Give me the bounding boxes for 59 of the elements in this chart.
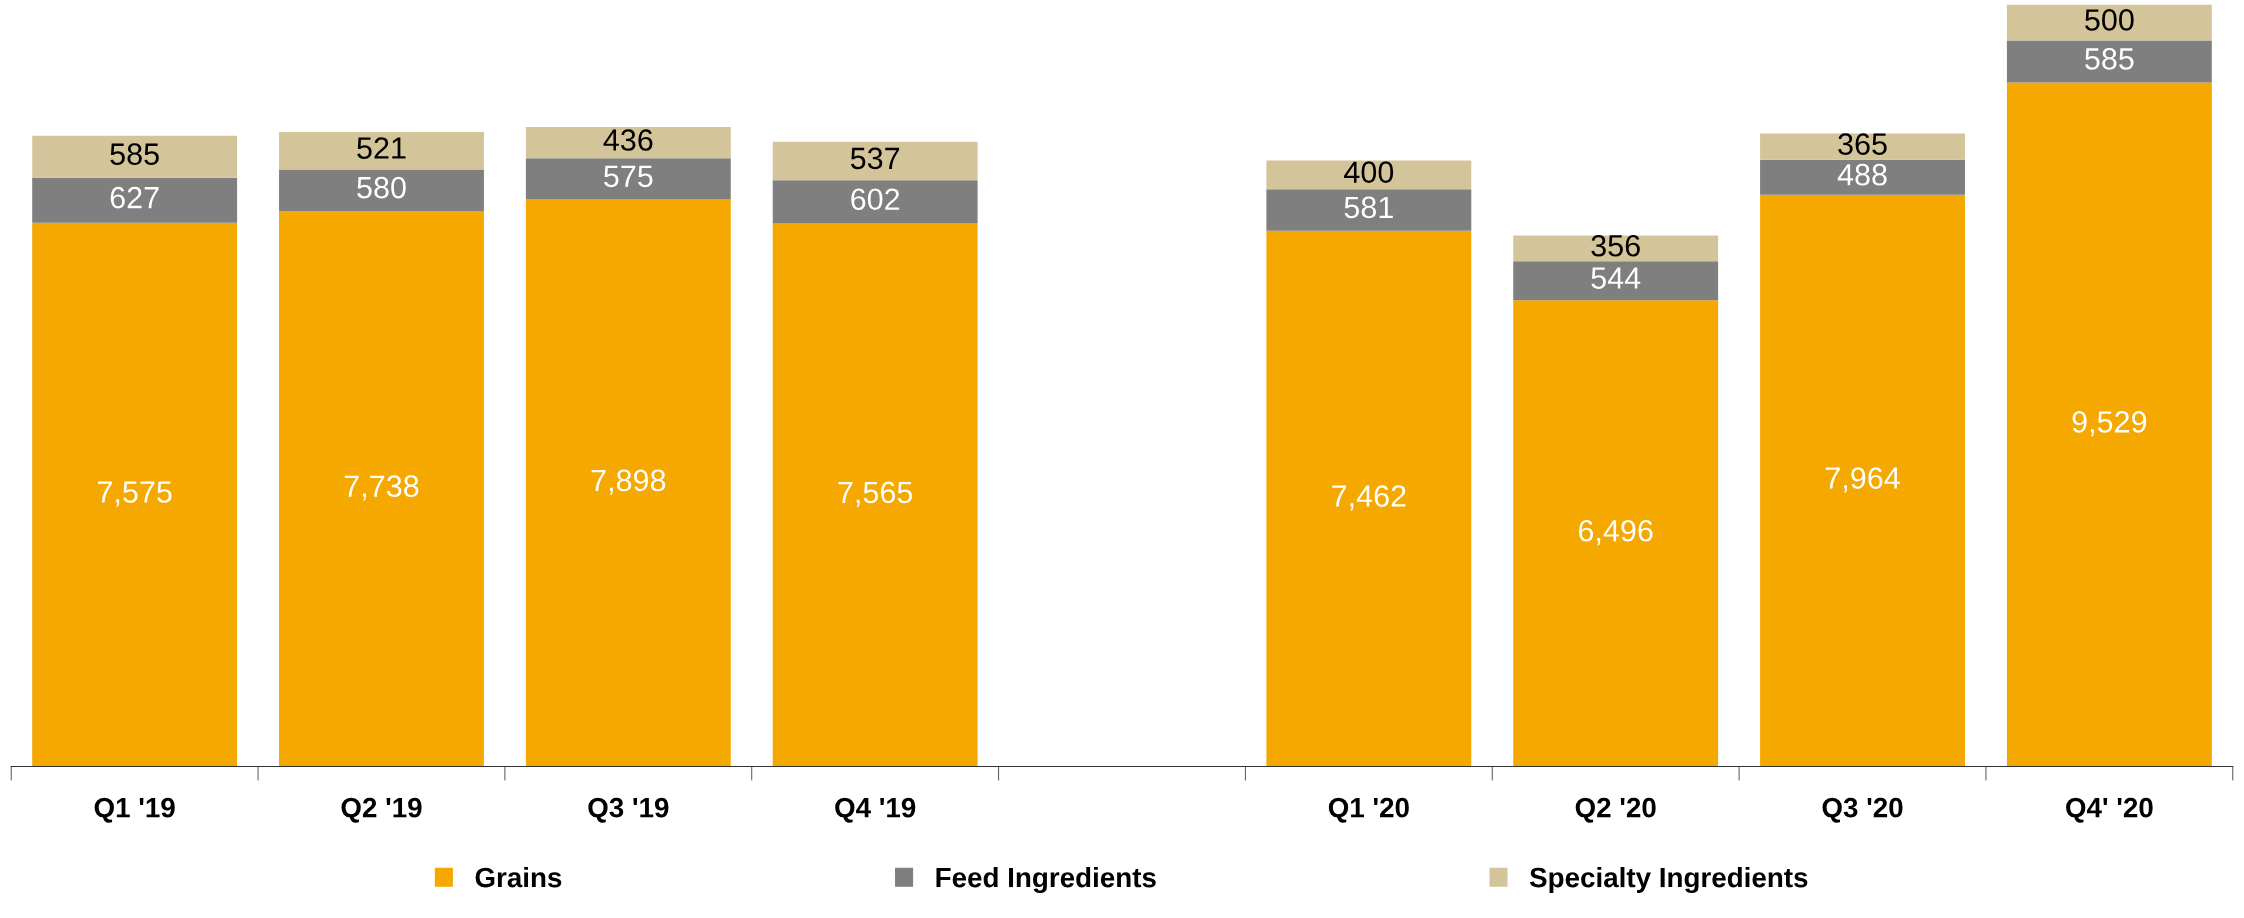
bar	[1760, 133, 1965, 160]
bar	[2006, 40, 2212, 83]
bar	[32, 222, 238, 767]
bar	[1266, 160, 1472, 190]
data-label: 575	[604, 165, 653, 188]
data-label: 585	[110, 143, 159, 165]
data-label: 356	[1591, 234, 1640, 257]
x-tick-label: Q1 '20	[1328, 797, 1409, 823]
data-label: 521	[357, 137, 406, 159]
bar	[772, 141, 978, 181]
bar	[772, 180, 978, 224]
x-tick-label: Q2 '19	[341, 797, 422, 823]
data-label: 581	[1344, 196, 1393, 219]
data-label: 7,462	[1332, 485, 1406, 511]
x-tick-label: Q1 '19	[94, 797, 175, 823]
bar	[1266, 230, 1472, 767]
bar	[279, 132, 484, 170]
legend-label: Feed Ingredients	[936, 866, 1156, 893]
bar	[1513, 235, 1719, 262]
data-label: 365	[1838, 133, 1887, 155]
data-label: 602	[851, 188, 900, 211]
data-label: 7,964	[1825, 467, 1900, 493]
data-label: 580	[357, 176, 406, 199]
legend-label: Grains	[475, 866, 562, 888]
bar	[279, 169, 484, 212]
data-label: 7,898	[591, 469, 666, 495]
data-label: 7,738	[344, 475, 419, 501]
bar	[1266, 189, 1472, 231]
bar	[279, 211, 484, 767]
bar	[772, 223, 978, 767]
data-label: 585	[2085, 48, 2134, 70]
data-label: 400	[1344, 161, 1394, 183]
data-label: 627	[110, 186, 159, 209]
x-tick-label: Q4' '20	[2066, 797, 2153, 823]
data-label: 9,529	[2072, 411, 2147, 437]
x-tick-label: Q2 '20	[1575, 797, 1656, 823]
data-label: 7,565	[838, 481, 913, 507]
x-tick-label: Q3 '20	[1822, 797, 1903, 823]
bar	[1513, 261, 1719, 301]
bar	[2006, 4, 2212, 41]
data-label: 544	[1591, 267, 1641, 289]
bar	[1513, 300, 1719, 767]
data-label: 436	[603, 129, 653, 151]
x-tick-label: Q4 '19	[835, 797, 916, 823]
data-label: 500	[2085, 9, 2134, 31]
data-label: 488	[1837, 163, 1887, 186]
bar	[32, 177, 238, 223]
bar	[525, 158, 731, 200]
legend-label: Specialty Ingredients	[1529, 866, 1808, 893]
bar	[525, 199, 731, 767]
bar	[32, 135, 238, 178]
data-label: 6,496	[1579, 519, 1653, 546]
bar	[1760, 194, 1965, 767]
bar	[1760, 159, 1965, 195]
x-tick-label: Q3 '19	[588, 797, 669, 823]
data-label: 537	[850, 147, 900, 170]
bar	[2006, 82, 2212, 767]
data-label: 7,575	[97, 481, 172, 507]
bar	[525, 126, 731, 159]
